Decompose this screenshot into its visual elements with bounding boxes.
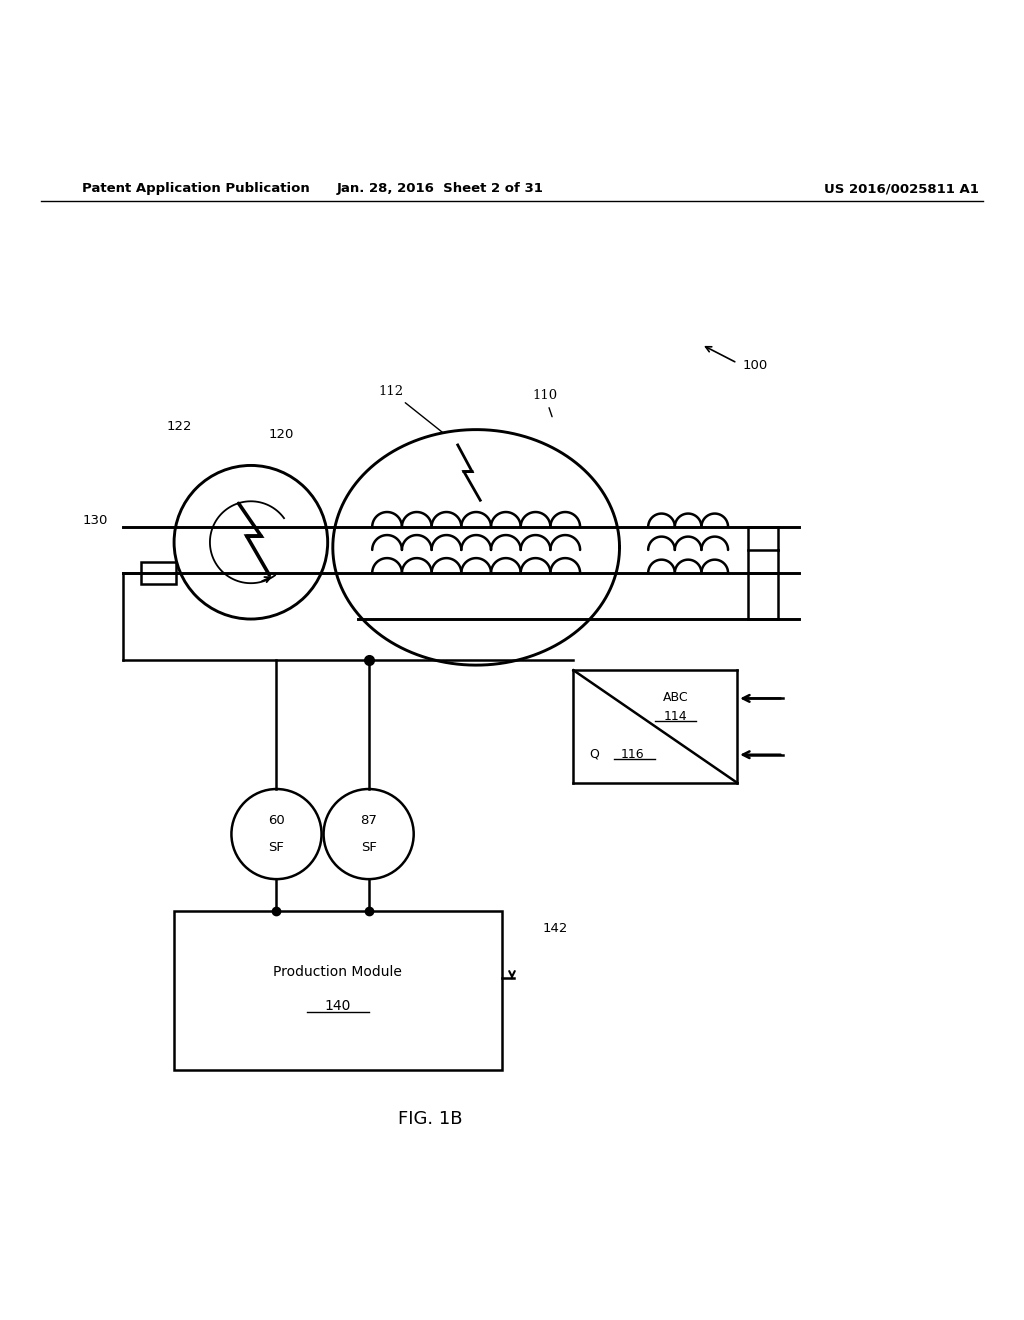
Text: Q: Q xyxy=(589,747,599,760)
Text: 110: 110 xyxy=(532,389,558,417)
Text: Jan. 28, 2016  Sheet 2 of 31: Jan. 28, 2016 Sheet 2 of 31 xyxy=(337,182,544,195)
Text: 120: 120 xyxy=(269,428,294,441)
Text: SF: SF xyxy=(360,841,377,854)
Bar xyxy=(141,562,176,585)
Text: Patent Application Publication: Patent Application Publication xyxy=(82,182,309,195)
Text: 142: 142 xyxy=(543,921,568,935)
Text: 87: 87 xyxy=(360,814,377,828)
Text: Production Module: Production Module xyxy=(273,965,402,979)
Text: 114: 114 xyxy=(664,710,688,723)
Text: FIG. 1B: FIG. 1B xyxy=(398,1110,462,1127)
Text: SF: SF xyxy=(268,841,285,854)
Text: 60: 60 xyxy=(268,814,285,828)
Text: 122: 122 xyxy=(167,420,191,433)
Text: 130: 130 xyxy=(82,515,108,527)
Text: 100: 100 xyxy=(742,359,768,372)
Text: ABC: ABC xyxy=(663,692,689,705)
Text: US 2016/0025811 A1: US 2016/0025811 A1 xyxy=(823,182,979,195)
Text: 112: 112 xyxy=(379,385,443,433)
Text: 140: 140 xyxy=(325,999,351,1012)
Bar xyxy=(174,911,502,1069)
Text: 116: 116 xyxy=(621,747,645,760)
